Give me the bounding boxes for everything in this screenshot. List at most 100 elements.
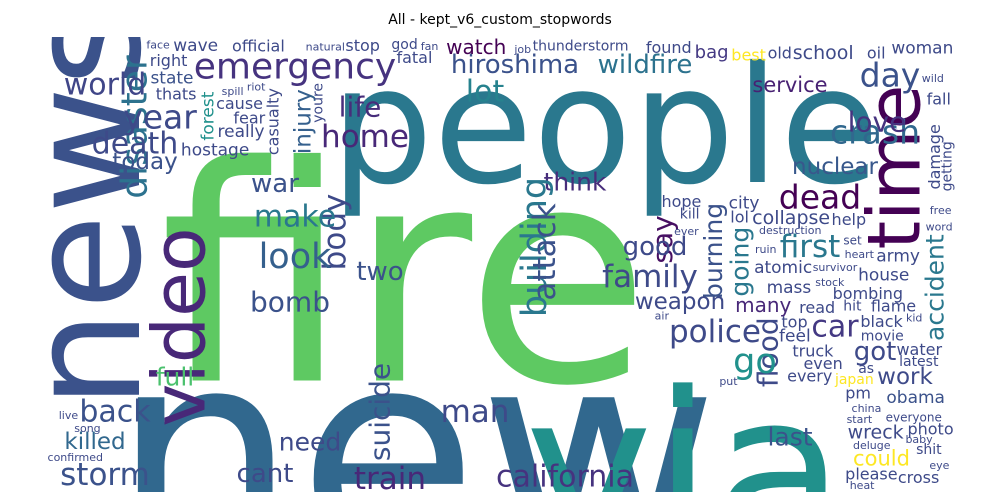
word-natural: natural bbox=[306, 40, 345, 53]
word-movie: movie bbox=[861, 328, 904, 344]
word-riot: riot bbox=[247, 81, 266, 94]
word-two: two bbox=[356, 257, 403, 287]
word-hostage: hostage bbox=[181, 141, 249, 161]
word-getting: getting bbox=[939, 141, 955, 191]
word-house: house bbox=[858, 265, 909, 285]
word-japan: japan bbox=[834, 372, 874, 388]
word-last: last bbox=[767, 423, 812, 452]
word-life: life bbox=[339, 91, 382, 124]
word-black: black bbox=[860, 312, 903, 331]
word-disaster: disaster bbox=[115, 55, 156, 199]
word-wild: wild bbox=[922, 72, 944, 85]
word-photo: photo bbox=[907, 420, 953, 439]
word-go: go bbox=[733, 342, 777, 382]
word-confirmed: confirmed bbox=[48, 451, 103, 464]
word-damage: damage bbox=[925, 124, 944, 189]
word-top: top bbox=[781, 312, 807, 331]
word-fall: fall bbox=[927, 90, 951, 109]
word-going: going bbox=[726, 227, 755, 297]
word-dead: dead bbox=[779, 178, 861, 217]
word-bombing: bombing bbox=[833, 284, 903, 303]
word-suicide: suicide bbox=[364, 363, 397, 461]
word-state: state bbox=[150, 69, 193, 89]
word-ever: ever bbox=[674, 225, 699, 238]
word-thats: thats bbox=[156, 85, 197, 104]
word-survivor: survivor bbox=[813, 261, 858, 274]
word-look: look bbox=[259, 237, 333, 277]
word-got: got bbox=[854, 337, 897, 367]
word-mass: mass bbox=[767, 278, 812, 298]
word-fear: fear bbox=[233, 108, 265, 127]
word-job: job bbox=[513, 43, 531, 56]
word-even: even bbox=[803, 354, 842, 373]
word-help: help bbox=[832, 210, 867, 229]
word-cant: cant bbox=[237, 459, 294, 489]
word-injury: injury bbox=[291, 89, 317, 154]
word-many: many bbox=[735, 293, 791, 317]
word-school: school bbox=[793, 42, 854, 64]
word-old: old bbox=[768, 43, 792, 62]
word-found: found bbox=[646, 38, 692, 57]
word-truck: truck bbox=[792, 341, 834, 360]
word-car: car bbox=[811, 310, 859, 345]
word-kid: kid bbox=[906, 312, 922, 325]
word-family: family bbox=[602, 259, 698, 295]
word-could: could bbox=[853, 446, 910, 470]
word-bomb: bomb bbox=[250, 286, 330, 319]
word-put: put bbox=[719, 375, 738, 388]
word-pm: pm bbox=[845, 383, 871, 402]
word-shit: shit bbox=[916, 442, 942, 458]
word-year: year bbox=[123, 98, 197, 137]
word-song: song bbox=[74, 422, 100, 435]
word-latest: latest bbox=[899, 354, 939, 370]
word-stop: stop bbox=[345, 37, 380, 55]
word-man: man bbox=[441, 394, 510, 430]
word-building: building bbox=[515, 177, 555, 317]
word-time: time bbox=[853, 85, 938, 250]
word-people: people bbox=[330, 37, 879, 221]
word-as: as bbox=[858, 361, 874, 377]
word-hope: hope bbox=[661, 192, 701, 211]
word-burning: burning bbox=[699, 203, 728, 299]
word-good: good bbox=[623, 232, 688, 262]
word-deluge: deluge bbox=[853, 439, 891, 452]
word-destruction: destruction bbox=[759, 224, 821, 237]
word-lot: lot bbox=[466, 75, 505, 110]
word-today: today bbox=[112, 149, 177, 175]
word-day: day bbox=[860, 56, 921, 95]
word-start: start bbox=[847, 413, 873, 426]
word-need: need bbox=[279, 428, 341, 457]
word-air: air bbox=[655, 310, 670, 323]
word-best: best bbox=[731, 46, 766, 65]
word-wreck: wreck bbox=[848, 421, 904, 443]
word-flame: flame bbox=[871, 297, 916, 316]
word-death: death bbox=[92, 127, 179, 162]
word-storm: storm bbox=[60, 457, 150, 492]
word-eye: eye bbox=[929, 459, 949, 472]
word-train: train bbox=[354, 461, 426, 492]
word-body: body bbox=[317, 194, 353, 271]
word-city: city bbox=[729, 194, 760, 214]
word-hiroshima: hiroshima bbox=[451, 50, 579, 80]
word-forest: forest bbox=[199, 91, 219, 140]
word-kill: kill bbox=[680, 207, 700, 223]
word-feel: feel bbox=[779, 326, 811, 346]
word-casualty: casualty bbox=[263, 88, 282, 155]
word-right: right bbox=[150, 51, 188, 70]
word-youre: youre bbox=[311, 83, 327, 123]
word-really: really bbox=[218, 122, 265, 142]
word-love: love bbox=[848, 106, 907, 139]
word-fire: fire bbox=[160, 103, 650, 452]
word-free: free bbox=[930, 204, 952, 217]
word-oil: oil bbox=[867, 44, 886, 63]
word-nuclear: nuclear bbox=[792, 154, 878, 180]
word-world: world bbox=[64, 68, 147, 103]
word-please: please bbox=[845, 464, 897, 483]
word-fan: fan bbox=[421, 40, 439, 53]
word-via: via bbox=[525, 347, 845, 493]
word-crash: crash bbox=[830, 113, 920, 152]
word-emergency: emergency bbox=[194, 47, 396, 88]
word-heat: heat bbox=[850, 479, 875, 492]
word-baby: baby bbox=[905, 433, 933, 446]
